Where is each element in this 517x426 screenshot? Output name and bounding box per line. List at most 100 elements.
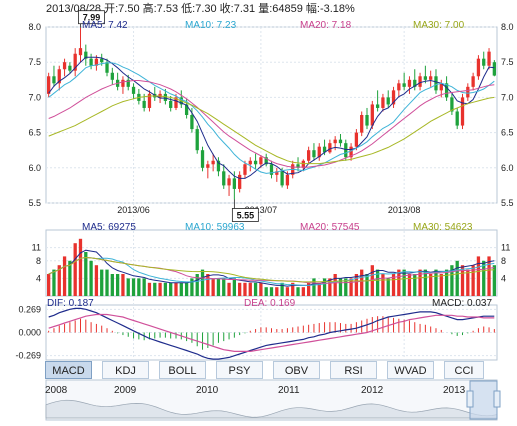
volume-y-tick: 4	[36, 273, 41, 283]
candle-body	[386, 97, 390, 105]
tab-boll[interactable]: BOLL	[159, 361, 206, 379]
volume-bar	[285, 287, 290, 296]
price-y-tick-right: 8.0	[501, 22, 514, 32]
volume-bar	[227, 282, 231, 296]
volume-bar	[137, 278, 141, 296]
candle-body	[471, 76, 475, 87]
candle-body	[68, 65, 72, 71]
tab-wvad[interactable]: WVAD	[387, 361, 434, 379]
candle-body	[94, 58, 99, 66]
volume-bar	[386, 278, 390, 296]
volume-bar	[312, 278, 316, 296]
candle-body	[169, 100, 173, 108]
timeline-handle-left	[466, 390, 474, 408]
candle-body	[100, 58, 104, 63]
volume-bar	[126, 278, 130, 296]
volume-bar	[47, 274, 51, 296]
tab-cci[interactable]: CCI	[444, 361, 484, 379]
volume-ma10-line	[48, 256, 495, 286]
candle-body	[259, 157, 263, 165]
volume-bar	[402, 269, 406, 296]
timeline-year: 2008	[45, 385, 68, 396]
volume-bar	[365, 274, 369, 296]
candle-body	[296, 164, 300, 168]
candle-body	[434, 76, 438, 91]
dea-legend: DEA: 0.169	[244, 298, 296, 309]
volume-bar	[243, 282, 247, 296]
vol-ma20-legend: MA20: 57545	[300, 222, 360, 233]
volume-bar	[195, 274, 199, 296]
candle-body	[328, 143, 332, 153]
volume-bar	[158, 282, 162, 296]
candle-body	[460, 97, 465, 126]
volume-bar	[455, 260, 459, 296]
volume-bar	[174, 282, 178, 296]
volume-bar	[222, 278, 226, 296]
volume-bar	[153, 282, 157, 296]
tab-psy[interactable]: PSY	[216, 361, 263, 379]
volume-bar	[471, 265, 475, 296]
price-ma20-line	[48, 80, 495, 168]
volume-bar	[84, 252, 88, 296]
date-x-tick: 2013/08	[388, 205, 421, 215]
volume-bar	[142, 278, 146, 296]
tab-obv[interactable]: OBV	[273, 361, 320, 379]
dif-line	[48, 307, 495, 360]
price-y-tick: 5.5	[28, 198, 41, 208]
volume-bar	[232, 278, 237, 296]
volume-ma20-line	[48, 256, 495, 284]
vol-ma5-legend: MA5: 69275	[82, 222, 136, 233]
candle-body	[476, 58, 481, 77]
volume-y-tick: 11	[32, 243, 41, 253]
price-y-tick: 6.0	[28, 163, 41, 173]
volume-bar	[105, 269, 109, 296]
timeline-year: 2010	[196, 385, 219, 396]
candle-body	[222, 171, 226, 186]
macd-legend: MACD: 0.037	[432, 298, 493, 309]
candle-body	[444, 83, 449, 98]
volume-bar	[413, 274, 417, 296]
volume-bar	[434, 269, 438, 296]
volume-bar	[439, 274, 443, 296]
volume-bar	[57, 265, 61, 296]
volume-bar	[360, 269, 364, 296]
candle-body	[131, 86, 136, 94]
tab-kdj[interactable]: KDJ	[102, 361, 149, 379]
volume-bar	[344, 278, 348, 296]
candle-body	[333, 139, 337, 144]
tab-macd[interactable]: MACD	[45, 361, 92, 379]
candle-body	[397, 83, 401, 91]
volume-bar	[73, 243, 77, 296]
volume-bar	[322, 278, 327, 296]
candle-body	[285, 174, 290, 186]
volume-bar	[460, 265, 465, 296]
annotation-label: 5.55	[237, 210, 255, 220]
volume-bar	[450, 265, 454, 296]
candle-body	[190, 115, 194, 130]
vol-ma30-legend: MA30: 54623	[413, 222, 473, 233]
price-ma30-legend: MA30: 7.00	[413, 20, 465, 31]
volume-bar	[317, 282, 321, 296]
macd-y-tick: 0.269	[18, 304, 41, 314]
candle-body	[110, 72, 114, 80]
volume-y-tick: 8	[36, 256, 41, 266]
volume-bar	[147, 282, 152, 296]
volume-bar	[248, 282, 252, 296]
dif-legend: DIF: 0.187	[47, 298, 94, 309]
candle-body	[312, 150, 316, 158]
candle-body	[147, 93, 152, 108]
candle-body	[216, 160, 221, 172]
volume-bar	[492, 265, 496, 296]
volume-bar	[306, 282, 311, 296]
candle-body	[402, 83, 406, 87]
volume-bar	[476, 256, 481, 296]
volume-bar	[349, 278, 353, 296]
timeline-handle-right	[493, 390, 501, 408]
candle-body	[349, 146, 353, 158]
candle-body	[200, 150, 205, 168]
candle-body	[47, 76, 51, 94]
volume-bar	[169, 282, 173, 296]
tab-rsi[interactable]: RSI	[330, 361, 377, 379]
